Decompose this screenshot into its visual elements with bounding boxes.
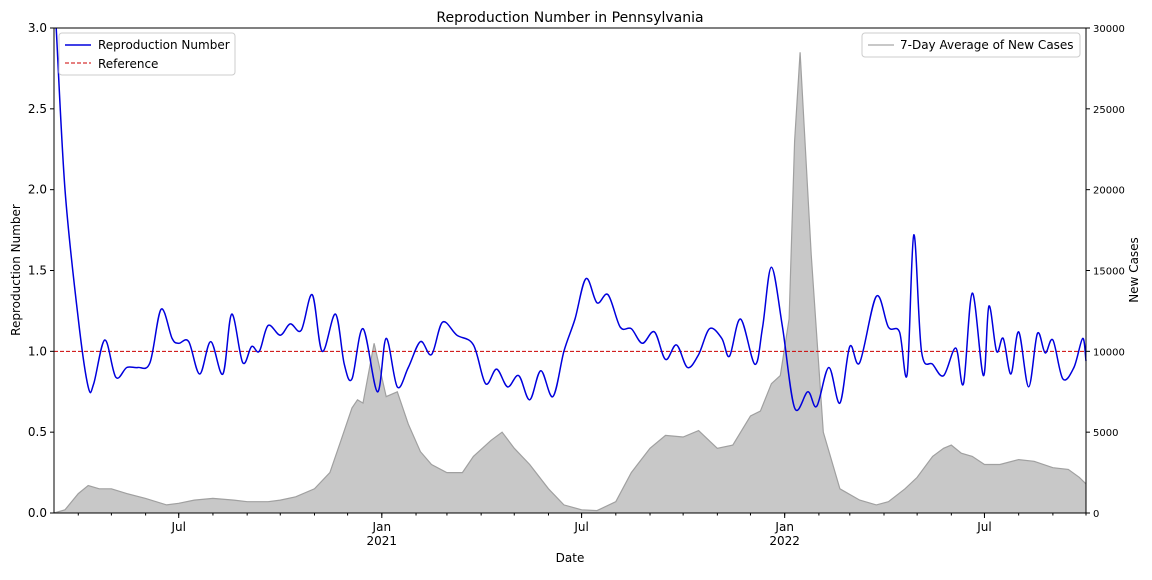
plot-area [53,27,1087,514]
right-tick-label: 5000 [1093,428,1118,439]
legend-label-reference: Reference [98,57,158,71]
y-axis-label-left: Reproduction Number [9,204,23,336]
right-tick-label: 30000 [1093,24,1125,35]
left-tick-label: 2.5 [28,102,47,116]
left-tick-label: 2.0 [28,183,47,197]
right-axis: 0 5000 10000 15000 20000 25000 30000 [1086,24,1125,520]
cases-area [54,52,1086,514]
right-tick-label: 0 [1093,509,1099,520]
x-tick-label: Jul [976,520,991,534]
plot-frame [53,27,1087,514]
right-tick-label: 15000 [1093,267,1125,278]
left-tick-label: 3.0 [28,21,47,35]
x-tick-year-label: 2022 [769,534,800,548]
right-tick-label: 10000 [1093,347,1125,358]
left-tick-label: 1.0 [28,344,47,358]
y-axis-label-right: New Cases [1127,237,1141,303]
x-tick-label: Jan [774,520,794,534]
legend-label-rt: Reproduction Number [98,38,230,52]
legend-left-box [58,32,236,76]
left-tick-label: 0.5 [28,425,47,439]
legend-right: 7-Day Average of New Cases [861,32,1081,58]
left-tick-label: 1.5 [28,264,47,278]
chart-title: Reproduction Number in Pennsylvania [436,10,703,26]
x-tick-label: Jan [372,520,392,534]
legend-left: Reproduction Number Reference [58,32,236,76]
x-tick-year-label: 2021 [367,534,398,548]
legend-right-box [861,32,1081,58]
cases-line [53,52,1087,514]
x-tick-label: Jul [170,520,185,534]
legend-label-cases: 7-Day Average of New Cases [900,38,1074,52]
x-tick-label: Jul [573,520,588,534]
right-tick-label: 25000 [1093,105,1125,116]
left-axis: 0.0 0.5 1.0 1.5 2.0 2.5 3.0 [28,21,54,520]
x-axis-label: Date [556,551,585,565]
right-tick-label: 20000 [1093,186,1125,197]
rt-line [55,27,1087,412]
left-tick-label: 0.0 [28,506,47,520]
